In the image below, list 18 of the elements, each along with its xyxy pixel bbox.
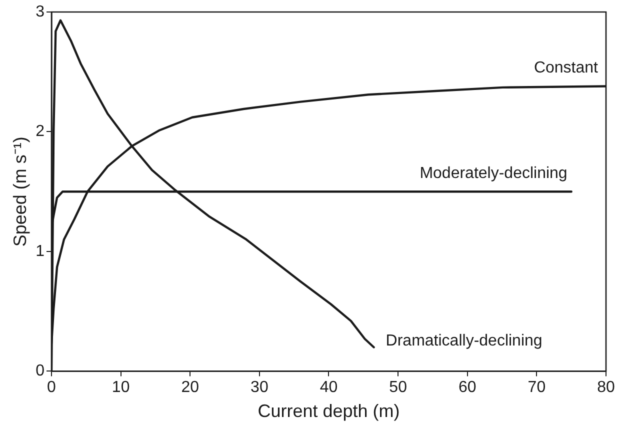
x-tick-label: 30	[250, 379, 268, 396]
x-tick-label: 40	[320, 379, 338, 396]
x-tick-label: 50	[389, 379, 408, 396]
series-label: Dramatically-declining	[386, 332, 542, 350]
y-tick-label: 3	[36, 3, 45, 20]
series-label: Constant	[534, 60, 599, 77]
x-tick-label: 20	[181, 379, 200, 396]
x-tick-label: 10	[112, 379, 130, 396]
series-label: Moderately-declining	[420, 165, 568, 182]
x-tick-label: 0	[47, 379, 56, 396]
y-axis-title: Speed (m s⁻¹)	[10, 136, 30, 247]
x-axis-title: Current depth (m)	[258, 401, 400, 422]
y-tick-label: 1	[36, 242, 45, 260]
y-tick-label: 2	[36, 123, 45, 140]
x-tick-label: 70	[528, 379, 546, 396]
x-tick-label: 80	[597, 379, 615, 396]
x-tick-label: 60	[458, 379, 476, 396]
y-tick-label: 0	[36, 362, 45, 380]
